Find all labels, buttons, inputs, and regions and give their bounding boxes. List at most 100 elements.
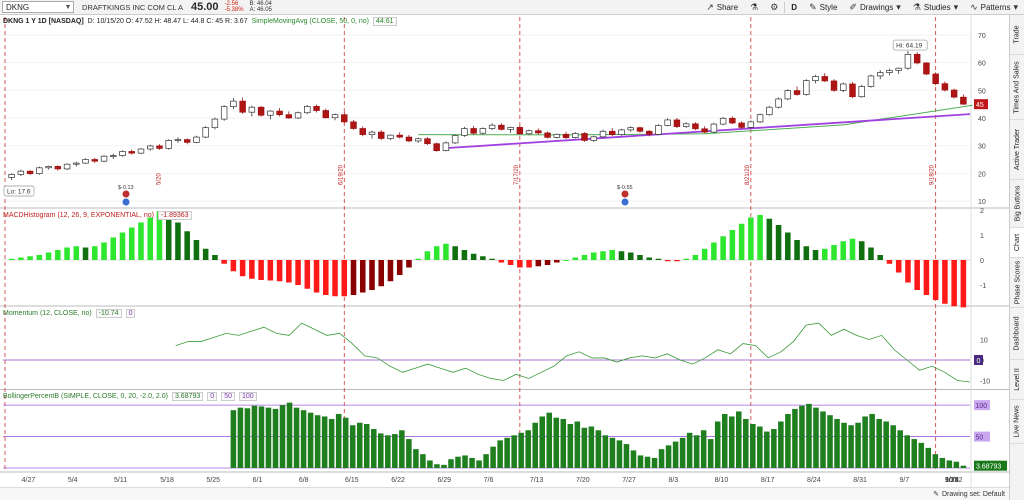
macd-bar bbox=[258, 260, 264, 280]
bollinger-bar bbox=[462, 455, 468, 468]
sidebar-tab-dashboard[interactable]: Dashboard bbox=[1010, 308, 1024, 360]
sidebar-tab-trade[interactable]: Trade bbox=[1010, 15, 1024, 55]
bollinger-chip-50: 50 bbox=[221, 392, 235, 401]
bollinger-bar bbox=[413, 449, 419, 468]
candle bbox=[63, 163, 71, 170]
macd-bar bbox=[424, 251, 431, 260]
change-percent: -5.38% bbox=[224, 7, 244, 13]
sidebar-tab-live-news[interactable]: Live News bbox=[1010, 400, 1024, 444]
gear-icon: ⚙ bbox=[770, 1, 779, 12]
macd-bar bbox=[323, 260, 329, 295]
bollinger-bar bbox=[497, 440, 503, 468]
bollinger-bar bbox=[841, 422, 847, 468]
sidebar-tab-level-ii[interactable]: Level II bbox=[1010, 360, 1024, 400]
last-price-tag bbox=[974, 99, 988, 110]
bollinger-bar bbox=[609, 437, 616, 468]
ask-value: A: 46.05 bbox=[249, 7, 272, 13]
macd-bar bbox=[868, 247, 874, 260]
x-axis-label: 10/12 bbox=[945, 477, 963, 484]
macd-bar bbox=[230, 260, 237, 272]
share-button[interactable]: ↗ Share bbox=[700, 0, 744, 15]
macd-study-label[interactable]: MACDHistogram (12, 26, 9, EXPONENTIAL, n… bbox=[3, 212, 154, 219]
candle bbox=[350, 121, 357, 129]
bollinger-bar bbox=[518, 432, 524, 468]
bollinger-study-label[interactable]: BollingerPercentB (SIMPLE, CLOSE, 0, 20,… bbox=[3, 393, 168, 400]
bollinger-bar bbox=[869, 413, 875, 468]
momentum-study-value: -10.74 bbox=[95, 309, 122, 318]
momentum-study-label[interactable]: Momentum (12, CLOSE, no) bbox=[3, 310, 92, 317]
settings-button[interactable]: ⚙ bbox=[764, 0, 784, 15]
x-axis-label: 5/18 bbox=[160, 477, 174, 484]
sidebar-tab-chart[interactable]: Chart bbox=[1010, 228, 1024, 258]
bollinger-bar bbox=[827, 415, 833, 468]
candle bbox=[285, 114, 293, 119]
candle bbox=[618, 129, 625, 135]
macd-y-tick: 1 bbox=[980, 233, 984, 240]
flask-icon: ⚗ bbox=[750, 1, 759, 12]
candle bbox=[877, 72, 884, 77]
price-y-tick: 70 bbox=[978, 33, 986, 40]
drawings-label: Drawings bbox=[859, 2, 894, 12]
candle bbox=[156, 145, 163, 149]
sidebar-tab-label: Level II bbox=[1014, 368, 1022, 391]
candle bbox=[331, 114, 339, 119]
timeframe-button[interactable]: D bbox=[785, 0, 803, 15]
candle bbox=[950, 89, 958, 98]
macd-bar bbox=[923, 260, 930, 295]
drawing-set-selector[interactable]: ✎ Drawing set: Default bbox=[933, 490, 1005, 499]
style-label: Style bbox=[819, 2, 838, 12]
style-button[interactable]: ✎ Style bbox=[803, 0, 843, 15]
candle bbox=[507, 127, 514, 130]
price-panel-title: DKNG 1 Y 1D [NASDAQ] bbox=[3, 18, 84, 25]
bollinger-bar bbox=[658, 449, 665, 468]
bollinger-bar bbox=[321, 416, 328, 468]
sidebar-tab-big-buttons[interactable]: Big Buttons bbox=[1010, 180, 1024, 228]
patterns-button[interactable]: ∿ Patterns ▾ bbox=[964, 0, 1024, 15]
macd-bar bbox=[609, 250, 616, 260]
bollinger-bar bbox=[679, 437, 686, 468]
top-toolbar: DKNG ▼ DRAFTKINGS INC COM CL A 45.00 -2.… bbox=[0, 0, 1024, 15]
bollinger-bar bbox=[953, 461, 960, 468]
macd-bar bbox=[378, 260, 385, 287]
hi-label-box bbox=[892, 39, 928, 51]
studies-button[interactable]: ⚗ Studies ▾ bbox=[907, 0, 964, 15]
macd-bar bbox=[295, 260, 301, 285]
sidebar-tab-times-and-sales[interactable]: Times And Sales bbox=[1010, 55, 1024, 120]
bollinger-bar bbox=[862, 416, 868, 468]
chevron-down-icon[interactable]: ▼ bbox=[64, 3, 72, 11]
bollinger-bar bbox=[272, 408, 279, 468]
candle bbox=[8, 174, 15, 178]
macd-bar bbox=[212, 255, 218, 260]
x-axis-label: 7/27 bbox=[622, 477, 636, 484]
bollinger-level-tag bbox=[974, 400, 990, 411]
x-axis-label: 8/24 bbox=[807, 477, 821, 484]
drawings-button[interactable]: ✐ Drawings ▾ bbox=[843, 0, 906, 15]
earnings-icon bbox=[122, 190, 130, 198]
flask-button[interactable]: ⚗ bbox=[744, 0, 764, 15]
toolbar-right: ↗ Share ⚗ ⚙ D ✎ Style ✐ Drawings ▾ ⚗ Stu… bbox=[700, 0, 1024, 15]
sidebar-tab-active-trader[interactable]: Active Trader bbox=[1010, 120, 1024, 180]
earnings-label: $-0.13 bbox=[118, 185, 134, 191]
macd-y-tick: 0 bbox=[980, 258, 984, 265]
candle bbox=[405, 136, 413, 142]
candle bbox=[433, 143, 440, 151]
macd-bar bbox=[332, 260, 338, 297]
bollinger-bar bbox=[553, 417, 560, 468]
bollinger-bar bbox=[356, 422, 363, 468]
macd-bar bbox=[664, 260, 671, 262]
macd-bar bbox=[785, 232, 791, 260]
macd-bar bbox=[627, 252, 634, 260]
x-axis-label: 9/28 bbox=[945, 477, 959, 484]
candle bbox=[775, 98, 782, 108]
macd-bar bbox=[646, 257, 652, 260]
macd-bar bbox=[369, 260, 375, 290]
candle bbox=[91, 159, 98, 162]
macd-bar bbox=[147, 217, 153, 260]
chart-area[interactable]: 70 60 50 40 30 20 10 6/19/20 7/17/20 8/21/20 9/18/… bbox=[0, 15, 1009, 487]
macd-bar bbox=[92, 246, 98, 260]
sidebar-tab-phase-scores[interactable]: Phase Scores bbox=[1010, 258, 1024, 308]
symbol-input[interactable]: DKNG ▼ bbox=[2, 1, 74, 13]
sma-study-label[interactable]: SimpleMovingAvg (CLOSE, 50, 0, no) bbox=[251, 18, 369, 25]
right-sidebar: Trade Times And Sales Active Trader Big But… bbox=[1009, 15, 1024, 500]
